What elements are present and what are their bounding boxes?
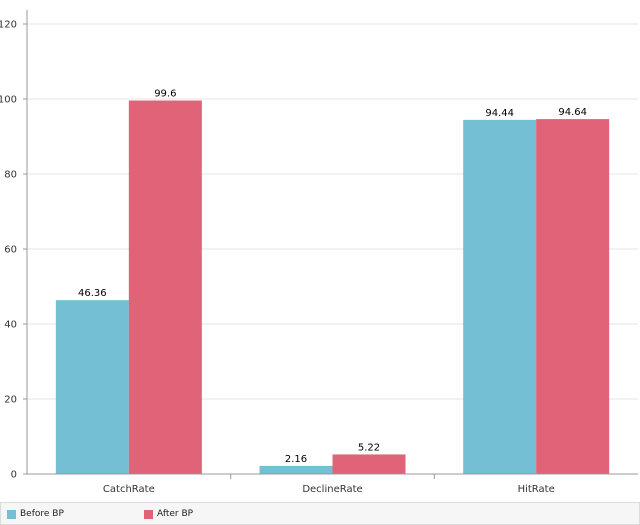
bars <box>55 100 610 475</box>
data-labels: 46.36 99.6 2.16 5.22 94.44 94.64 <box>78 89 587 465</box>
y-tick-label: 120 <box>0 20 17 31</box>
bar-catchrate-before[interactable] <box>55 300 129 474</box>
x-tick-label: CatchRate <box>103 484 155 495</box>
y-tick-label: 80 <box>4 170 17 181</box>
data-label: 99.6 <box>154 89 176 100</box>
bar-hitrate-before[interactable] <box>463 119 537 474</box>
data-label: 5.22 <box>358 442 380 453</box>
legend-swatch-before <box>7 509 16 519</box>
legend: Before BP After BP <box>0 502 640 525</box>
x-tick-label: DeclineRate <box>302 484 362 495</box>
y-tick-label: 40 <box>4 320 17 331</box>
data-label: 94.64 <box>558 107 587 118</box>
axes: 0 20 40 60 80 100 120 CatchRate DeclineRate HitRa… <box>0 10 638 495</box>
bar-chart: 0 20 40 60 80 100 120 CatchRate DeclineRate HitRa… <box>0 10 638 495</box>
data-label: 94.44 <box>485 108 514 119</box>
bar-declinerate-after[interactable] <box>332 454 406 474</box>
legend-swatch-after <box>144 509 153 519</box>
y-tick-label: 100 <box>0 95 17 106</box>
data-label: 46.36 <box>78 288 107 299</box>
y-tick-label: 60 <box>4 245 17 256</box>
y-tick-label: 0 <box>11 470 17 481</box>
legend-item-before[interactable]: Before BP <box>7 508 64 520</box>
legend-item-after[interactable]: After BP <box>144 508 193 520</box>
bar-declinerate-before[interactable] <box>259 465 333 474</box>
legend-label-before: Before BP <box>20 509 64 519</box>
x-tick-label: HitRate <box>518 484 555 495</box>
legend-label-after: After BP <box>157 509 194 519</box>
data-label: 2.16 <box>285 454 307 465</box>
bar-catchrate-after[interactable] <box>128 100 202 475</box>
bar-hitrate-after[interactable] <box>536 119 610 474</box>
y-tick-label: 20 <box>4 395 17 406</box>
